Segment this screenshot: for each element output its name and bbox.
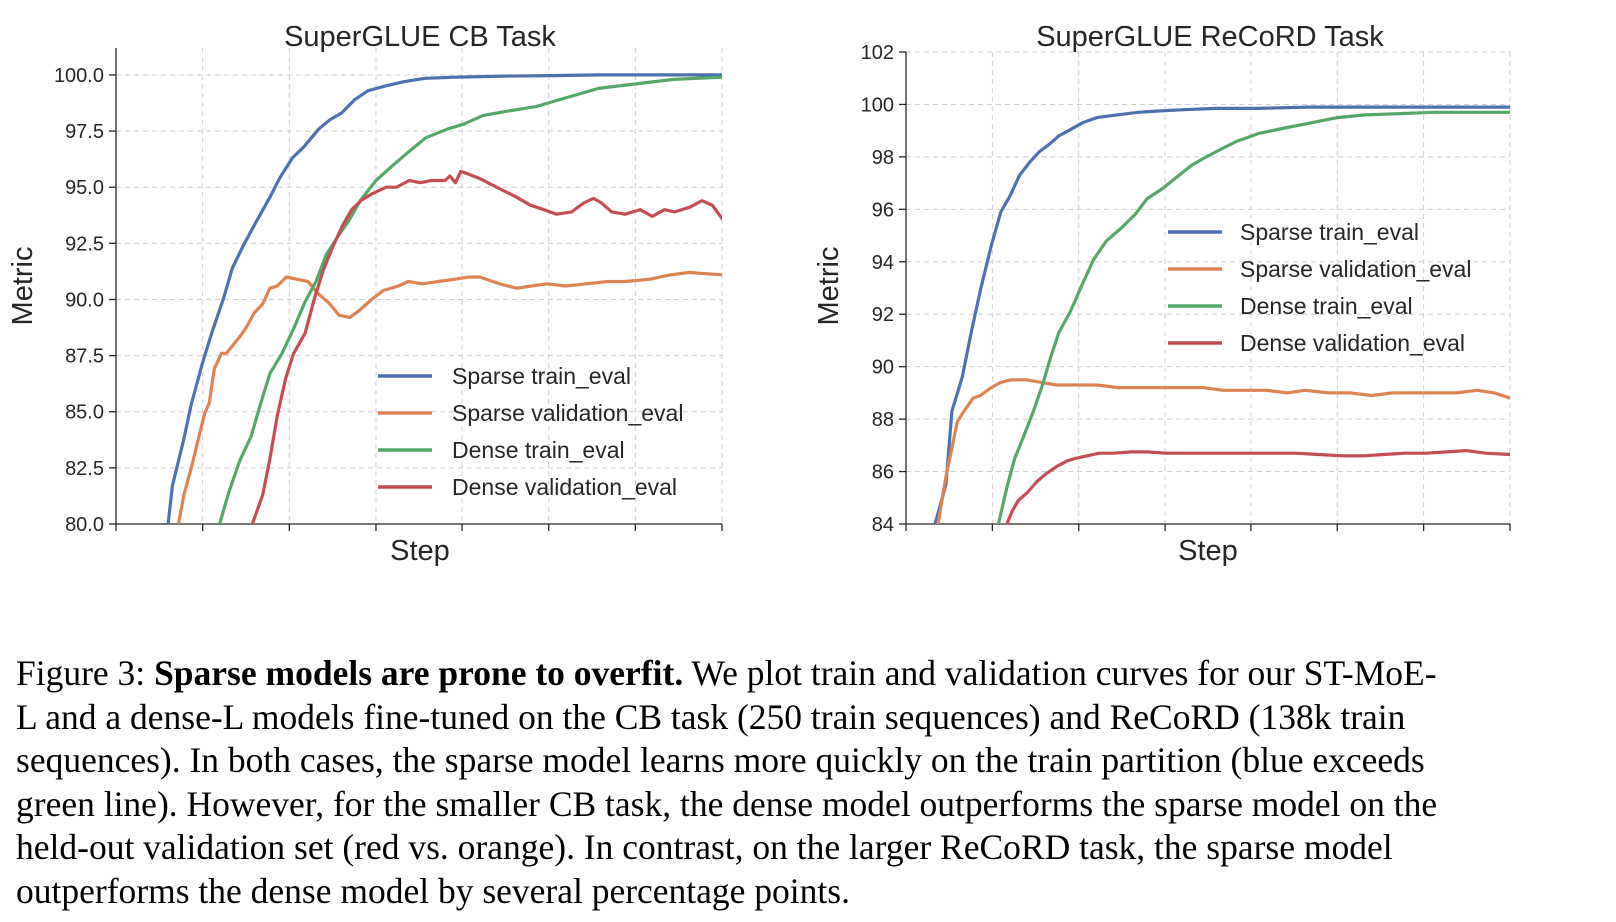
y-tick-label: 90 bbox=[872, 357, 894, 379]
caption-line-5: held-out validation set (red vs. orange)… bbox=[16, 827, 1393, 867]
y-tick-label: 92 bbox=[872, 304, 894, 326]
legend-label-sparse-validation-eval: Sparse validation_eval bbox=[1240, 256, 1471, 282]
y-tick-label: 90.0 bbox=[65, 289, 104, 311]
legend-label-dense-validation-eval: Dense validation_eval bbox=[1240, 330, 1465, 356]
x-axis-label: Step bbox=[1178, 535, 1238, 567]
series-line-dense-validation-eval bbox=[1005, 449, 1510, 524]
chart-title: SuperGLUE CB Task bbox=[284, 21, 556, 53]
y-tick-label: 82.5 bbox=[65, 458, 104, 480]
series-group bbox=[166, 73, 722, 524]
series-group bbox=[933, 105, 1510, 524]
figure-caption: Figure 3: Sparse models are prone to ove… bbox=[16, 652, 1608, 913]
chart-2: 84 86 88 90 92 94 96 98 100 102 SuperGLUE ReCoRD T… bbox=[813, 21, 1511, 567]
caption-line-3: sequences). In both cases, the sparse mo… bbox=[16, 740, 1425, 780]
y-tick-label: 87.5 bbox=[65, 346, 104, 368]
legend-label-dense-train-eval: Dense train_eval bbox=[452, 437, 625, 463]
chart-1: 80.0 82.5 85.0 87.5 90.0 92.5 95.0 97.5 100.0 Sup… bbox=[7, 21, 723, 567]
y-tick-label: 80.0 bbox=[65, 514, 104, 536]
chart-legend: Sparse train_eval Sparse validation_eval D… bbox=[378, 363, 683, 500]
legend-label-sparse-train-eval: Sparse train_eval bbox=[1240, 219, 1419, 245]
caption-line-1-text: We plot train and validation curves for … bbox=[683, 653, 1437, 693]
y-tick-label: 100.0 bbox=[54, 65, 104, 87]
figure-charts: 80.0 82.5 85.0 87.5 90.0 92.5 95.0 97.5 100.0 Sup… bbox=[7, 21, 1511, 567]
y-tick-label: 98 bbox=[872, 147, 894, 169]
chart-legend: Sparse train_eval Sparse validation_eval D… bbox=[1168, 219, 1471, 356]
series-line-dense-train-eval bbox=[996, 110, 1510, 524]
series-line-sparse-validation-eval bbox=[176, 270, 722, 524]
y-tick-label: 92.5 bbox=[65, 233, 104, 255]
caption-line-6: outperforms the dense model by several p… bbox=[16, 870, 850, 911]
caption-line-2: L and a dense-L models fine-tuned on the… bbox=[16, 696, 1406, 737]
series-line-dense-train-eval bbox=[218, 75, 722, 524]
y-tick-label: 100 bbox=[861, 94, 894, 116]
y-tick-label: 95.0 bbox=[65, 177, 104, 199]
y-tick-label: 94 bbox=[872, 252, 894, 274]
y-tick-label: 88 bbox=[872, 409, 894, 431]
y-tick-label: 85.0 bbox=[65, 402, 104, 424]
legend-label-dense-train-eval: Dense train_eval bbox=[1240, 293, 1413, 319]
caption-line-4: green line). However, for the smaller CB… bbox=[16, 783, 1438, 824]
y-axis-label: Metric bbox=[813, 247, 845, 326]
series-line-sparse-validation-eval bbox=[936, 378, 1510, 524]
legend-label-sparse-validation-eval: Sparse validation_eval bbox=[452, 400, 683, 426]
y-tick-label: 96 bbox=[872, 199, 894, 221]
series-line-sparse-train-eval bbox=[166, 73, 722, 524]
caption-line-1: Figure 3: Sparse models are prone to ove… bbox=[16, 652, 1608, 696]
y-tick-label: 97.5 bbox=[65, 121, 104, 143]
y-tick-label: 102 bbox=[861, 42, 894, 64]
chart-title: SuperGLUE ReCoRD Task bbox=[1036, 21, 1384, 53]
legend-label-dense-validation-eval: Dense validation_eval bbox=[452, 474, 677, 500]
y-tick-label: 86 bbox=[872, 462, 894, 484]
caption-bold-title: Sparse models are prone to overfit. bbox=[154, 653, 684, 693]
x-axis-label: Step bbox=[390, 535, 450, 567]
series-line-sparse-train-eval bbox=[933, 105, 1510, 524]
y-axis-label: Metric bbox=[7, 247, 39, 326]
caption-prefix: Figure 3: bbox=[16, 653, 155, 693]
legend-label-sparse-train-eval: Sparse train_eval bbox=[452, 363, 631, 389]
series-line-dense-validation-eval bbox=[250, 169, 722, 524]
y-tick-label: 84 bbox=[872, 514, 894, 536]
